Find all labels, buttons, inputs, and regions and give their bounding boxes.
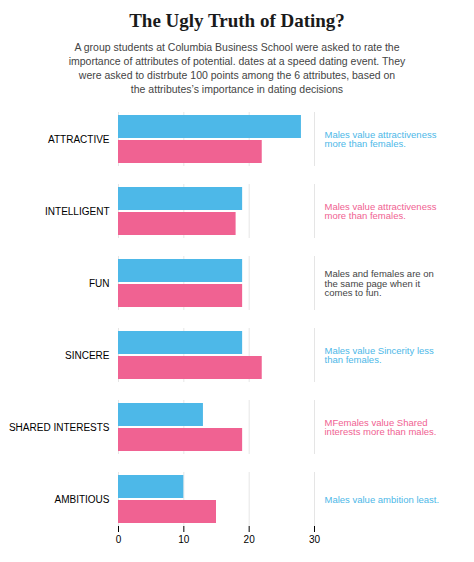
svg-text:SHARED INTERESTS: SHARED INTERESTS: [9, 422, 110, 433]
svg-text:30: 30: [309, 534, 321, 545]
html-text:The Ugly Truth of Dating?: The Ugly Truth of Dating?: [129, 10, 345, 31]
svg-text:Males and females are onthe sa: Males and females are onthe same page wh…: [325, 268, 434, 298]
html-text:importance of attributes of po: importance of attributes of potential. d…: [68, 55, 406, 67]
svg-text:20: 20: [244, 534, 256, 545]
html-text:A group students at Columbia B: A group students at Columbia Business Sc…: [74, 41, 400, 53]
html-text:the attributes’s importance in: the attributes’s importance in dating de…: [130, 83, 344, 95]
svg-text:Males value attractivenessmore: Males value attractivenessmore than fema…: [325, 201, 437, 222]
svg-text:MFemales value Sharedinterests: MFemales value Sharedinterests more than…: [325, 417, 437, 438]
svg-text:Males value attractivenessmore: Males value attractivenessmore than fema…: [325, 129, 437, 150]
svg-text:FUN: FUN: [89, 278, 110, 289]
svg-text:INTELLIGENT: INTELLIGENT: [45, 206, 109, 217]
svg-text:10: 10: [178, 534, 190, 545]
html-text:were asked to distrbute 100 po: were asked to distrbute 100 points among…: [78, 69, 396, 81]
svg-text:AMBITIOUS: AMBITIOUS: [54, 494, 109, 505]
svg-text:0: 0: [116, 534, 122, 545]
svg-text:ATTRACTIVE: ATTRACTIVE: [48, 134, 110, 145]
svg-text:SINCERE: SINCERE: [65, 350, 110, 361]
svg-text:Males value ambition least.: Males value ambition least.: [325, 494, 440, 505]
svg-text:Males value Sincerity lessthan: Males value Sincerity lessthan females.: [325, 345, 435, 366]
